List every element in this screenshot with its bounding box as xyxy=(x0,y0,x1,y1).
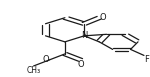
Text: O: O xyxy=(77,60,84,69)
Text: O: O xyxy=(99,13,106,22)
Text: O: O xyxy=(43,55,49,64)
Text: CH₃: CH₃ xyxy=(27,66,41,75)
Text: N: N xyxy=(81,31,87,40)
Text: F: F xyxy=(144,55,149,64)
